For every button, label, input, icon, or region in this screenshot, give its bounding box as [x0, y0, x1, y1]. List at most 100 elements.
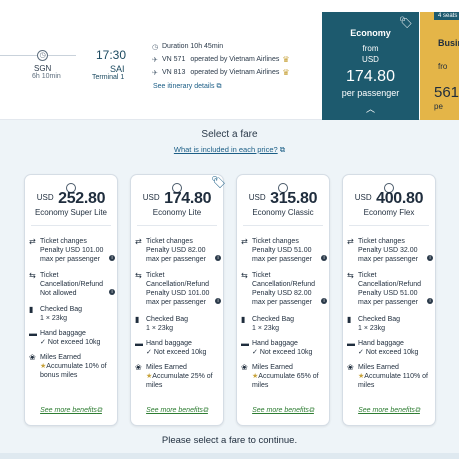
- fare-card-economy-super-lite[interactable]: USD 252.80 Economy Super Lite ⇄ Ticket ch…: [24, 174, 118, 426]
- suitcase-icon: ▮: [241, 315, 246, 324]
- lotus-icon: ❀: [135, 363, 142, 372]
- fare-radio[interactable]: [172, 183, 182, 193]
- info-icon[interactable]: i: [321, 255, 327, 261]
- class-price: 174.80: [346, 68, 395, 85]
- info-icon[interactable]: i: [109, 255, 115, 261]
- see-more-benefits-link[interactable]: See more benefits⧉: [358, 407, 420, 414]
- benefit-checked-bag: ▮ Checked Bag 1 × 23kg: [29, 305, 83, 322]
- fare-radio[interactable]: [66, 183, 76, 193]
- check-icon: ✓: [358, 349, 364, 356]
- star-icon: ★: [40, 363, 47, 370]
- check-icon: ✓: [146, 349, 152, 356]
- benefit-checked-bag: ▮ Checked Bag 1 × 23kg: [241, 315, 295, 332]
- fare-price: USD 315.80: [248, 190, 318, 207]
- see-more-benefits-link[interactable]: See more benefits⧉: [252, 407, 314, 414]
- plane-icon: ✈: [152, 69, 158, 77]
- refund-icon: ⇆: [241, 271, 248, 280]
- fare-price: USD 174.80: [142, 190, 212, 207]
- divider: [349, 225, 429, 226]
- benefit-ticket-changes: ⇄ Ticket changes Penalty USD 51.00 max pe…: [241, 237, 327, 264]
- benefit-miles: ❀ Miles Earned ★Accumulate 25% of miles: [135, 363, 213, 389]
- star-icon: ★: [252, 373, 259, 380]
- bottom-bar: [0, 453, 459, 459]
- whats-included-link[interactable]: What is included in each price? ⧉: [173, 145, 286, 154]
- benefit-hand-baggage: ▬ Hand baggage ✓ Not exceed 10kg: [135, 339, 207, 356]
- benefit-refund: ⇆ Ticket Cancellation/Refund Not allowed i: [29, 271, 115, 298]
- benefit-ticket-changes: ⇄ Ticket changes Penalty USD 32.00 max pe…: [347, 237, 433, 264]
- benefit-ticket-changes: ⇄ Ticket changes Penalty USD 101.00 max p…: [29, 237, 115, 264]
- fare-name: Economy Lite: [152, 208, 202, 217]
- price-tag-icon: 🏷: [399, 17, 413, 29]
- benefit-miles: ❀ Miles Earned ★Accumulate 110% of miles: [347, 363, 428, 389]
- ticket-change-icon: ⇄: [347, 237, 354, 246]
- info-icon[interactable]: i: [215, 298, 221, 304]
- from-label: fro: [438, 62, 448, 71]
- refund-icon: ⇆: [135, 271, 142, 280]
- fare-price: USD 400.80: [354, 190, 424, 207]
- itinerary-summary: ◷ Duration 10h 45min ✈ VN 571 operated b…: [152, 40, 290, 79]
- per-passenger-label: pe: [434, 102, 443, 111]
- info-icon[interactable]: i: [321, 298, 327, 304]
- chevron-up-icon: ︿: [365, 104, 375, 114]
- divider: [137, 225, 217, 226]
- leg-flight-number: VN 813: [162, 69, 186, 76]
- lotus-icon: ❀: [29, 353, 36, 362]
- fare-card-economy-classic[interactable]: USD 315.80 Economy Classic ⇄ Ticket chang…: [236, 174, 330, 426]
- arrival-time: 17:30: [96, 48, 127, 62]
- ticket-change-icon: ⇄: [135, 237, 142, 246]
- itinerary-details-link[interactable]: See itinerary details ⧉: [153, 83, 222, 90]
- business-class-card[interactable]: 4 seats Busin fro 561 pe: [420, 12, 459, 128]
- seats-left-badge: 4 seats: [434, 12, 459, 20]
- leg-operator: operated by Vietnam Airlines: [190, 69, 280, 76]
- divider: [243, 225, 323, 226]
- stopover-code: SGN: [34, 64, 52, 73]
- refund-icon: ⇆: [29, 271, 36, 280]
- benefit-miles: ❀ Miles Earned ★Accumulate 10% of bonus m…: [29, 353, 107, 379]
- info-icon[interactable]: i: [109, 289, 115, 295]
- economy-class-card[interactable]: 🏷 Economy from USD 174.80 per passenger …: [322, 12, 419, 128]
- suitcase-icon: ▮: [347, 315, 352, 324]
- info-icon[interactable]: i: [427, 298, 433, 304]
- ticket-change-icon: ⇄: [241, 237, 248, 246]
- flight-duration: Duration 10h 45min: [162, 43, 224, 50]
- benefit-refund: ⇆ Ticket Cancellation/Refund Penalty USD …: [135, 271, 221, 307]
- select-fare-title: Select a fare: [201, 129, 258, 140]
- divider: [31, 225, 111, 226]
- hand-bag-icon: ▬: [241, 339, 249, 348]
- leg-flight-number: VN 571: [162, 56, 186, 63]
- continue-prompt: Please select a fare to continue.: [161, 435, 298, 446]
- stopover-clock-icon: ◷: [37, 50, 48, 61]
- info-icon[interactable]: i: [215, 255, 221, 261]
- lotus-icon: ❀: [241, 363, 248, 372]
- benefit-hand-baggage: ▬ Hand baggage ✓ Not exceed 10kg: [241, 339, 313, 356]
- benefit-ticket-changes: ⇄ Ticket changes Penalty USD 82.00 max pe…: [135, 237, 221, 264]
- benefit-refund: ⇆ Ticket Cancellation/Refund Penalty USD …: [347, 271, 433, 307]
- hand-bag-icon: ▬: [135, 339, 143, 348]
- per-passenger-label: per passenger: [341, 88, 400, 98]
- suitcase-icon: ▮: [29, 305, 34, 314]
- suitcase-icon: ▮: [135, 315, 140, 324]
- star-icon: ★: [146, 373, 153, 380]
- class-label: Busin: [438, 38, 459, 48]
- arrival-code: SAI: [110, 64, 125, 74]
- fare-radio[interactable]: [278, 183, 288, 193]
- check-icon: ✓: [40, 339, 46, 346]
- external-link-icon: ⧉: [279, 145, 286, 154]
- see-more-benefits-link[interactable]: See more benefits⧉: [40, 407, 102, 414]
- fare-card-economy-flex[interactable]: USD 400.80 Economy Flex ⇄ Ticket changes …: [342, 174, 436, 426]
- hand-bag-icon: ▬: [347, 339, 355, 348]
- skyteam-crown-icon: ♛: [282, 55, 290, 64]
- ticket-change-icon: ⇄: [29, 237, 36, 246]
- from-label: from: [362, 44, 379, 53]
- fare-card-economy-lite[interactable]: 🏷 USD 174.80 Economy Lite ⇄ Ticket change…: [130, 174, 226, 426]
- external-link-icon: ⧉: [216, 83, 222, 90]
- see-more-benefits-link[interactable]: See more benefits⧉: [146, 407, 208, 414]
- info-icon[interactable]: i: [427, 255, 433, 261]
- fare-radio[interactable]: [384, 183, 394, 193]
- benefit-refund: ⇆ Ticket Cancellation/Refund Penalty USD …: [241, 271, 327, 307]
- clock-icon: ◷: [152, 43, 159, 51]
- plane-icon: ✈: [152, 56, 158, 64]
- fare-name: Economy Flex: [363, 208, 415, 217]
- best-price-tag-icon: 🏷: [210, 175, 226, 189]
- class-label: Economy: [350, 28, 391, 38]
